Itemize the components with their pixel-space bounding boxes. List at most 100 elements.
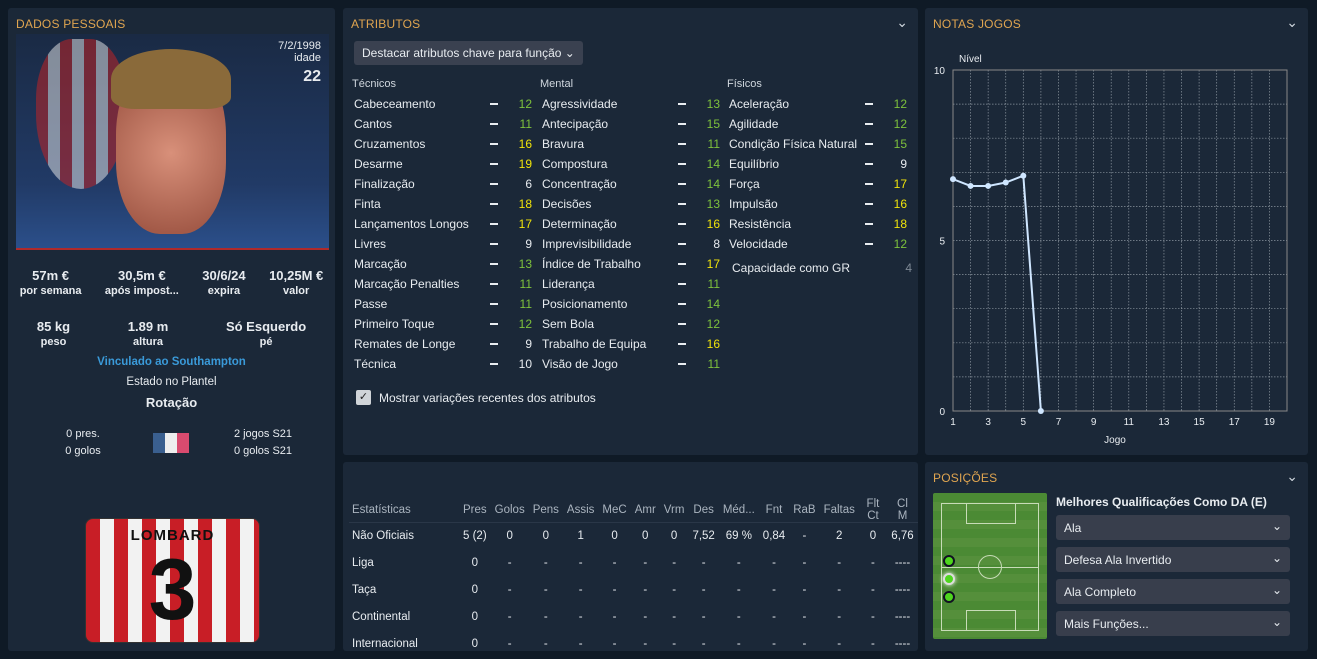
trend-dash-icon xyxy=(865,243,873,245)
trend-dash-icon xyxy=(865,203,873,205)
stats-cell: 5 (2) xyxy=(463,530,487,543)
attribute-name: Finta xyxy=(354,197,381,211)
attribute-value: 6 xyxy=(525,177,532,191)
stats-cell: 2 xyxy=(836,530,843,543)
rating-point xyxy=(967,182,974,189)
chevron-down-icon[interactable]: ⌄ xyxy=(1286,14,1298,30)
plot-frame xyxy=(952,69,1288,412)
stats-cell: 7,52 xyxy=(692,530,715,543)
stats-cell: - xyxy=(736,557,741,569)
trend-dash-icon xyxy=(678,203,686,205)
chevron-down-icon[interactable]: ⌄ xyxy=(1286,468,1298,484)
attribute-name: Decisões xyxy=(542,197,592,211)
checkmark-icon: ✓ xyxy=(356,390,371,405)
role-dropdown[interactable]: Ala Completo ⌄ xyxy=(1056,579,1290,604)
attribute-row: Determinação 16 xyxy=(540,214,720,234)
u21-record: 2 jogos S21 0 golos S21 xyxy=(223,426,303,460)
attribute-value: 9 xyxy=(525,237,532,251)
statistics-panel: Estatísticas Pres Golos Pens Assis MeC Amr Vrm D… xyxy=(343,462,918,651)
stats-cell: - xyxy=(736,611,741,623)
positions-panel: POSIÇÕES ⌄ Melhores Qualificações Como D… xyxy=(925,462,1308,651)
stats-cell: ---- xyxy=(894,584,911,596)
attribute-row: Velocidade 12 xyxy=(727,234,907,254)
stats-cell: - xyxy=(802,557,807,569)
attribute-row: Agressividade 13 xyxy=(540,94,720,114)
attribute-value: 11 xyxy=(519,277,532,291)
stats-cell: 0 xyxy=(471,584,479,596)
panel-title: ATRIBUTOS xyxy=(351,17,421,31)
attribute-row: Finta 18 xyxy=(352,194,532,214)
net-wage-label: após impost... xyxy=(104,285,179,297)
attribute-row: Remates de Longe 9 xyxy=(352,334,532,354)
attribute-row: Compostura 14 xyxy=(540,154,720,174)
role-dropdown[interactable]: Defesa Ala Invertido ⌄ xyxy=(1056,547,1290,572)
france-flag-icon xyxy=(153,433,189,453)
player-hair xyxy=(111,49,231,109)
attribute-value: 16 xyxy=(706,217,720,231)
stats-header: Des xyxy=(688,498,719,523)
attribute-row: Cruzamentos 16 xyxy=(352,134,532,154)
stats-cell: - xyxy=(802,638,807,650)
stats-cell: 0 xyxy=(670,530,678,543)
trend-dash-icon xyxy=(490,103,498,105)
stats-cell: - xyxy=(643,584,648,596)
foot: Só Esquerdo pé xyxy=(226,319,306,348)
stats-cell: - xyxy=(672,557,677,569)
attribute-value: 12 xyxy=(518,97,532,111)
weight: 85 kg peso xyxy=(37,319,70,348)
column-header: Mental xyxy=(540,78,574,90)
attribute-row: Impulsão 16 xyxy=(727,194,907,214)
club-link[interactable]: Vinculado ao Southampton xyxy=(97,356,246,368)
trend-dash-icon xyxy=(490,343,498,345)
stats-cell: 0 xyxy=(471,611,479,623)
show-changes-checkbox[interactable]: ✓ Mostrar variações recentes dos atribut… xyxy=(356,390,596,405)
trend-dash-icon xyxy=(678,283,686,285)
attribute-name: Trabalho de Equipa xyxy=(542,337,647,351)
stats-cell: Continental xyxy=(352,611,411,623)
role-dropdown[interactable]: Ala ⌄ xyxy=(1056,515,1290,540)
attribute-row: Agilidade 12 xyxy=(727,114,907,134)
trend-dash-icon xyxy=(490,263,498,265)
attribute-value: 12 xyxy=(893,237,907,251)
attribute-name: Antecipação xyxy=(542,117,609,131)
attribute-row: Equilíbrio 9 xyxy=(727,154,907,174)
attribute-row: Livres 9 xyxy=(352,234,532,254)
stats-cell: Não Oficiais xyxy=(352,530,414,543)
shirt-number: 3 xyxy=(148,542,197,638)
trend-dash-icon xyxy=(678,103,686,105)
trend-dash-icon xyxy=(678,323,686,325)
attribute-row: Imprevisibilidade 8 xyxy=(540,234,720,254)
stats-cell: - xyxy=(507,638,512,650)
y-axis-label: Nível xyxy=(959,54,982,65)
trend-dash-icon xyxy=(490,123,498,125)
trend-dash-icon xyxy=(678,163,686,165)
stats-cell: - xyxy=(612,611,617,623)
gk-ability: Capacidade como GR 4 xyxy=(732,261,912,275)
gk-value: 4 xyxy=(905,261,912,275)
attribute-row: Lançamentos Longos 17 xyxy=(352,214,532,234)
stats-cell: - xyxy=(578,611,583,623)
birth-info: 7/2/1998 idade 22 xyxy=(278,40,321,86)
attribute-row: Decisões 13 xyxy=(540,194,720,214)
rating-line xyxy=(952,174,1042,412)
stats-header: Fnt xyxy=(758,498,790,523)
u21-goals: 0 golos S21 xyxy=(233,445,293,457)
chevron-down-icon: ⌄ xyxy=(564,46,575,60)
attribute-name: Cabeceamento xyxy=(354,97,436,111)
column-header: Técnicos xyxy=(352,78,397,90)
attribute-name: Desarme xyxy=(354,157,403,171)
pitch-diagram xyxy=(933,493,1047,639)
chevron-down-icon[interactable]: ⌄ xyxy=(896,14,908,30)
stats-cell: - xyxy=(643,611,648,623)
y-tick-label: 0 xyxy=(939,407,945,418)
attribute-value: 17 xyxy=(706,257,720,271)
stats-cell: 0 xyxy=(471,638,479,650)
attribute-name: Técnica xyxy=(354,357,397,371)
statistics-table: Estatísticas Pres Golos Pens Assis MeC Amr Vrm D… xyxy=(349,498,918,658)
attribute-row: Resistência 18 xyxy=(727,214,907,234)
stats-cell: 0 xyxy=(611,530,618,543)
highlight-attributes-dropdown[interactable]: Destacar atributos chave para função ⌄ xyxy=(354,41,583,65)
attribute-name: Equilíbrio xyxy=(729,157,780,171)
position-dot xyxy=(943,555,955,567)
role-dropdown[interactable]: Mais Funções... ⌄ xyxy=(1056,611,1290,636)
